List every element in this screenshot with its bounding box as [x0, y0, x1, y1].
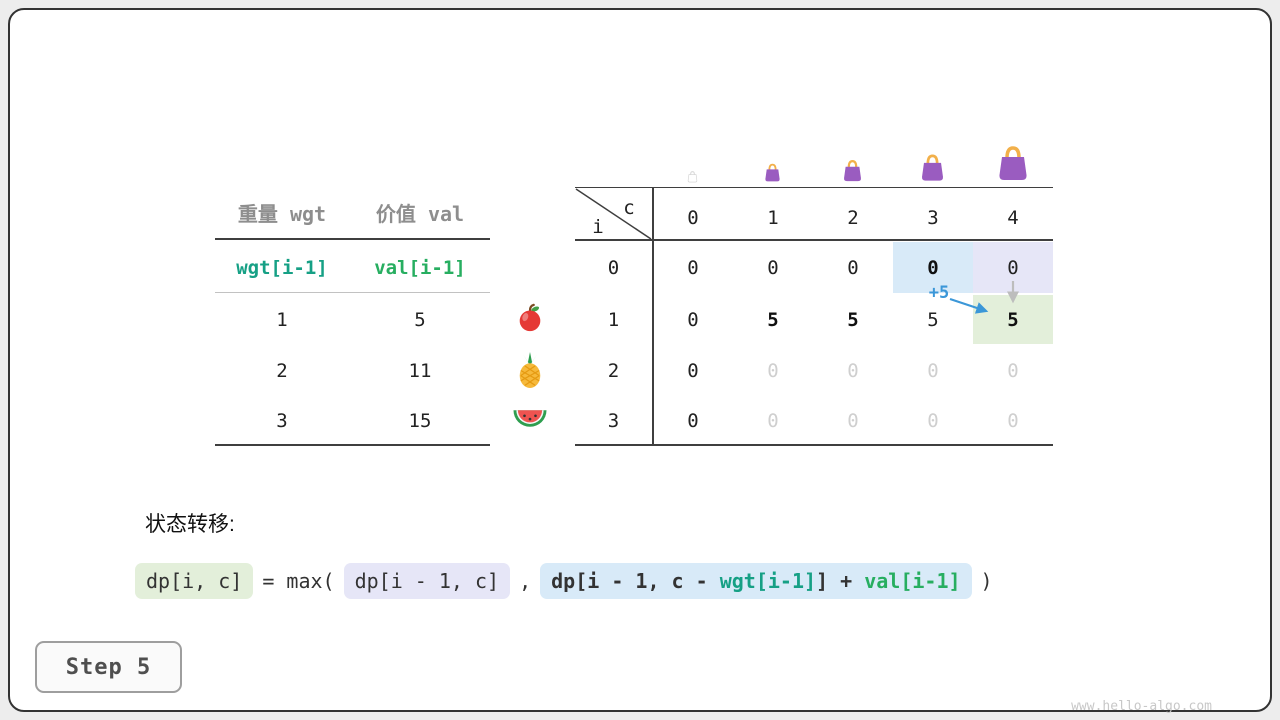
- items-header-weight: 重量 wgt: [237, 201, 327, 226]
- item-row-2-value: 11: [408, 360, 432, 382]
- dp-cell-3-3: 0: [927, 410, 939, 432]
- dp-cell-2-3: 0: [927, 360, 939, 382]
- watermark-url: www.hello-algo.com: [1071, 699, 1212, 714]
- dp-col-header-0: 0: [687, 207, 699, 229]
- state-transition-formula: dp[i, c] = max( dp[i - 1, c] , dp[i - 1,…: [135, 560, 1002, 602]
- dp-col-header-3: 3: [927, 207, 939, 229]
- bag-icon-capacity-1: [762, 162, 783, 183]
- pineapple-icon: [513, 352, 547, 389]
- dp-cell-2-0: 0: [687, 360, 699, 382]
- plus-value-annotation: +5: [928, 283, 950, 303]
- bag-icon-capacity-4: [993, 143, 1033, 183]
- dp-line-header: [575, 239, 1053, 241]
- formula-pick-wgt: wgt[i-1]: [719, 569, 817, 593]
- formula-pick-term-chip: dp[i - 1, c - wgt[i-1]] + val[i-1]: [540, 563, 972, 599]
- bag-icon-capacity-3: [917, 152, 948, 183]
- dp-cell-0-2: 0: [847, 257, 859, 279]
- dp-col-header-1: 1: [767, 207, 779, 229]
- bag-icon-capacity-2: [840, 158, 865, 183]
- items-subheader-wgt: wgt[i-1]: [236, 257, 328, 279]
- formula-pick-prefix: dp[i - 1, c -: [551, 569, 720, 593]
- dp-cell-3-4: 0: [1007, 410, 1019, 432]
- items-divider-mid: [215, 292, 490, 293]
- items-subheader-val: val[i-1]: [374, 257, 466, 279]
- formula-skip-term-chip: dp[i - 1, c]: [343, 563, 511, 599]
- dp-corner-i-label: i: [592, 216, 604, 238]
- dp-row-label-0: 0: [607, 257, 620, 279]
- items-header-value: 价值 val: [375, 201, 465, 226]
- dp-line-vertical: [652, 187, 654, 446]
- dp-row-label-1: 1: [607, 309, 620, 331]
- step-indicator-button[interactable]: Step 5: [35, 641, 182, 693]
- dp-cell-0-1: 0: [767, 257, 779, 279]
- dp-col-header-2: 2: [847, 207, 859, 229]
- item-row-2-weight: 2: [276, 360, 288, 382]
- formula-pick-val: val[i-1]: [864, 569, 961, 593]
- item-row-3-value: 15: [408, 410, 432, 432]
- bag-icon-capacity-0: [686, 170, 699, 183]
- dp-corner-c-label: c: [623, 197, 635, 219]
- watermelon-icon: [512, 407, 548, 429]
- dp-cell-3-0: 0: [687, 410, 699, 432]
- dp-cell-2-4: 0: [1007, 360, 1019, 382]
- dp-cell-2-2: 0: [847, 360, 859, 382]
- dp-cell-3-2: 0: [847, 410, 859, 432]
- formula-comma: ,: [519, 569, 532, 593]
- dp-cell-0-0: 0: [687, 257, 699, 279]
- dp-cell-highlight-source-pick: [893, 242, 973, 293]
- item-row-3-weight: 3: [276, 410, 288, 432]
- apple-icon: [515, 303, 545, 333]
- state-transition-label: 状态转移:: [145, 513, 235, 536]
- dp-cell-1-2: 5: [847, 309, 859, 331]
- formula-current-cell-chip: dp[i, c]: [135, 563, 254, 599]
- dp-line-bottom: [575, 444, 1053, 446]
- dp-line-top: [575, 187, 1053, 188]
- dp-cell-2-1: 0: [767, 360, 779, 382]
- dp-cell-0-4: 0: [1007, 257, 1019, 279]
- dp-row-label-2: 2: [607, 360, 620, 382]
- dp-cell-1-1: 5: [767, 309, 779, 331]
- dp-cell-0-3: 0: [927, 257, 939, 279]
- dp-row-label-3: 3: [607, 410, 620, 432]
- dp-cell-1-4: 5: [1007, 309, 1019, 331]
- dp-cell-3-1: 0: [767, 410, 779, 432]
- item-row-1-value: 5: [414, 309, 426, 331]
- dp-col-header-4: 4: [1007, 207, 1019, 229]
- dp-cell-1-0: 0: [687, 309, 699, 331]
- formula-eq-max: = max(: [262, 569, 335, 593]
- item-row-1-weight: 1: [276, 309, 288, 331]
- items-divider-bottom: [215, 444, 490, 446]
- dp-cell-1-3: 5: [927, 309, 939, 331]
- formula-close-paren: ): [980, 569, 993, 593]
- items-divider-top: [215, 238, 490, 240]
- formula-pick-mid: ] +: [816, 569, 865, 593]
